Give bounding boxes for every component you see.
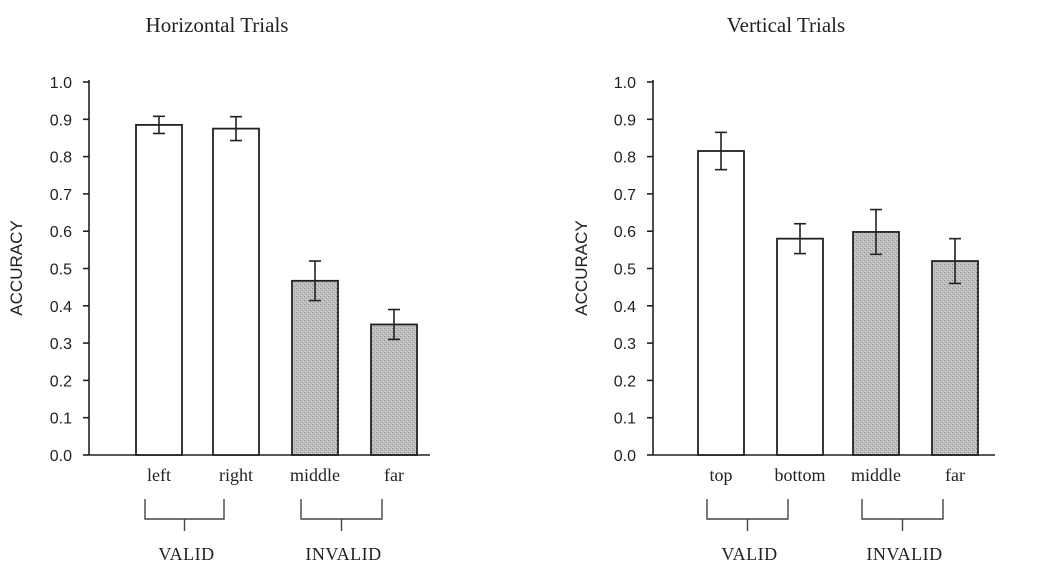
bar-bottom [776, 237, 824, 456]
error-bar-middle [309, 260, 321, 302]
y-tick-label: 1.0 [50, 75, 72, 92]
error-bars [715, 131, 961, 285]
chart-title: Vertical Trials [727, 13, 845, 37]
y-tick-label: 0.6 [614, 224, 636, 241]
y-tick-label: 0.4 [50, 299, 72, 316]
y-tick-label: 0.1 [614, 411, 636, 428]
error-bar-top [715, 131, 727, 171]
group-label: VALID [158, 544, 214, 564]
x-tick-label: right [219, 465, 253, 485]
y-tick-label: 0.4 [614, 299, 636, 316]
y-tick-label: 0.8 [50, 150, 72, 167]
error-bar-middle [870, 208, 882, 256]
chart-vertical-trials: Vertical Trials ACCURACY 0.0 0.1 0.2 0.3 0.4… [572, 13, 995, 564]
y-tick-label: 0.3 [614, 336, 636, 353]
y-tick-label: 0.3 [50, 336, 72, 353]
y-tick-labels: 0.0 0.1 0.2 0.3 0.4 0.5 0.6 0.7 0.8 0.9 1.0 [614, 75, 636, 465]
y-tick-labels: 0.0 0.1 0.2 0.3 0.4 0.5 0.6 0.7 0.8 0.9 1.0 [50, 75, 72, 465]
error-bars [153, 115, 400, 341]
bar-far [370, 323, 418, 456]
error-bar-far [388, 308, 400, 341]
y-tick-label: 0.1 [50, 411, 72, 428]
y-tick-label: 0.7 [50, 187, 72, 204]
bracket-valid: VALID [144, 499, 225, 564]
group-label: INVALID [305, 544, 381, 564]
y-tick-label: 0.2 [50, 373, 72, 390]
chart-horizontal-trials: Horizontal Trials ACCURACY 0.00.10.20.30… [7, 13, 430, 564]
x-tick-label: far [945, 465, 965, 485]
x-tick-label: middle [851, 465, 901, 485]
x-tick-labels: left right middle far [147, 465, 404, 485]
y-tick-label: 0.9 [614, 112, 636, 129]
bar-top [697, 150, 745, 456]
bar-left [135, 123, 183, 456]
bracket-valid: VALID [706, 499, 789, 564]
y-tick-label: 0.7 [614, 187, 636, 204]
error-bar-right [230, 115, 242, 142]
group-brackets: VALID INVALID [706, 499, 944, 564]
x-tick-label: middle [290, 465, 340, 485]
y-axis-label: ACCURACY [572, 220, 591, 315]
group-label: INVALID [866, 544, 942, 564]
group-brackets: VALID INVALID [144, 499, 383, 564]
y-axis-label: ACCURACY [7, 220, 26, 315]
x-tick-label: left [147, 465, 171, 485]
group-label: VALID [721, 544, 777, 564]
bar-far [931, 260, 979, 456]
bracket-invalid: INVALID [300, 499, 383, 564]
error-bar-left [153, 115, 165, 135]
y-tick-label: 0.5 [614, 262, 636, 279]
bar-middle [852, 231, 900, 456]
bar-right [212, 127, 260, 456]
bars [697, 150, 979, 456]
error-bar-bottom [794, 222, 806, 255]
y-tick-label: 1.0 [614, 75, 636, 92]
x-tick-label: top [709, 465, 732, 485]
x-tick-label: bottom [774, 465, 825, 485]
bars [135, 123, 418, 456]
y-tick-label: 0.5 [50, 262, 72, 279]
y-tick-label: 0.6 [50, 224, 72, 241]
y-tick-label: 0.8 [614, 150, 636, 167]
chart-title: Horizontal Trials [146, 13, 289, 37]
bracket-invalid: INVALID [861, 499, 944, 564]
error-bar-far [949, 237, 961, 285]
y-tick-label: 0.0 [614, 448, 636, 465]
y-tick-label: 0.0 [50, 448, 72, 465]
bar-middle [291, 279, 339, 456]
x-tick-labels: top bottom middle far [709, 465, 965, 485]
y-tick-label: 0.2 [614, 373, 636, 390]
x-tick-label: far [384, 465, 404, 485]
y-tick-label: 0.9 [50, 112, 72, 129]
